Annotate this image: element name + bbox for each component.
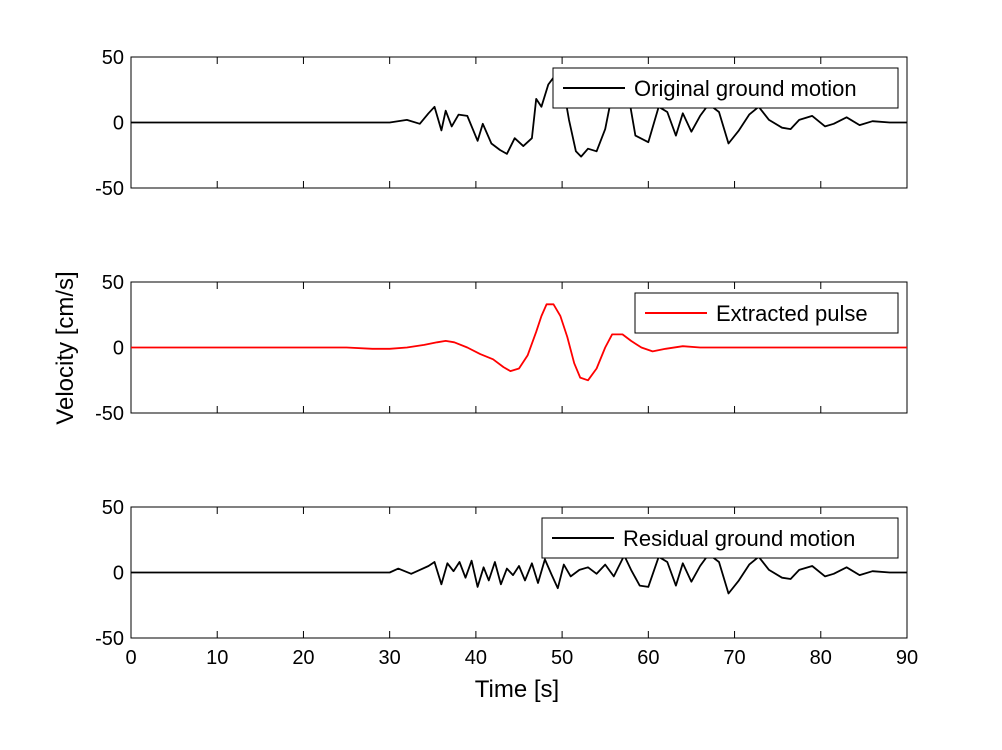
legend-label: Extracted pulse — [716, 301, 868, 326]
y-tick-label: -50 — [95, 628, 124, 650]
x-tick-label: 90 — [896, 647, 918, 669]
y-tick-label: -50 — [95, 403, 124, 425]
x-tick-label: 20 — [292, 647, 314, 669]
y-tick-label: 50 — [102, 272, 124, 294]
chart-original-ground-motion: -50 0 50 Original ground motion — [95, 47, 908, 200]
y-tick-label: 50 — [102, 47, 124, 69]
series-line-pulse — [131, 303, 907, 382]
x-tick-label: 50 — [551, 647, 573, 669]
x-tick-label: 40 — [465, 647, 487, 669]
legend-label: Residual ground motion — [623, 526, 855, 551]
series-line-residual — [131, 553, 907, 595]
x-tick-label: 30 — [379, 647, 401, 669]
y-tick-label: -50 — [95, 178, 124, 200]
x-tick-label: 80 — [810, 647, 832, 669]
legend-label: Original ground motion — [634, 76, 857, 101]
y-tick-label: 0 — [113, 113, 124, 135]
y-axis-title: Velocity [cm/s] — [52, 271, 79, 424]
chart-extracted-pulse: -50 0 50 Extracted pulse — [95, 272, 908, 425]
x-axis-title: Time [s] — [475, 676, 559, 703]
x-tick-label: 10 — [206, 647, 228, 669]
y-tick-label: 0 — [113, 563, 124, 585]
y-tick-label: 50 — [102, 497, 124, 519]
x-tick-label: 60 — [637, 647, 659, 669]
x-tick-label: 0 — [125, 647, 136, 669]
series-line-original — [131, 74, 907, 158]
x-tick-label: 70 — [723, 647, 745, 669]
y-tick-label: 0 — [113, 338, 124, 360]
